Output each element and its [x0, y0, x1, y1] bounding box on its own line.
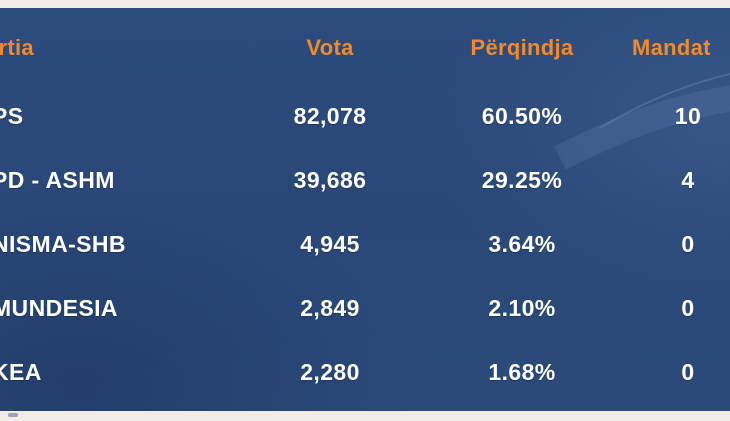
bottom-frame	[0, 411, 730, 421]
vote-percentage: 3.64%	[488, 231, 556, 257]
vote-count: 82,078	[293, 103, 367, 129]
header-seats: Mandat	[632, 35, 711, 60]
seat-count: 0	[681, 359, 695, 385]
table-row: KEA 2,280 1.68% 0	[0, 352, 730, 392]
seat-count: 10	[674, 103, 702, 129]
table-header: artia Vota Përqindja Mandat	[0, 28, 730, 68]
header-percentage: Përqindja	[470, 35, 574, 60]
table-row: MUNDESIA 2,849 2.10% 0	[0, 288, 730, 328]
background-swoosh	[554, 73, 730, 170]
vote-percentage: 2.10%	[488, 295, 556, 321]
table-row: PS 82,078 60.50% 10	[0, 96, 730, 136]
frame-marker	[8, 413, 18, 417]
vote-count: 4,945	[300, 231, 360, 257]
party-name: PS	[0, 103, 24, 129]
seat-count: 0	[681, 295, 695, 321]
party-name: MUNDESIA	[0, 295, 118, 321]
party-name: KEA	[0, 359, 42, 385]
header-party: artia	[0, 35, 34, 60]
vote-count: 2,849	[300, 295, 360, 321]
vote-percentage: 60.50%	[481, 103, 563, 129]
seat-count: 4	[681, 167, 695, 193]
vote-percentage: 29.25%	[481, 167, 563, 193]
vote-count: 39,686	[293, 167, 367, 193]
table-row: PD - ASHM 39,686 29.25% 4	[0, 160, 730, 200]
seat-count: 0	[681, 231, 695, 257]
vote-percentage: 1.68%	[488, 359, 556, 385]
party-name: PD - ASHM	[0, 167, 115, 193]
header-votes: Vota	[306, 35, 354, 60]
results-board: artia Vota Përqindja Mandat PS 82,078 60…	[0, 8, 730, 411]
table-row: NISMA-SHB 4,945 3.64% 0	[0, 224, 730, 264]
party-name: NISMA-SHB	[0, 231, 126, 257]
vote-count: 2,280	[300, 359, 360, 385]
